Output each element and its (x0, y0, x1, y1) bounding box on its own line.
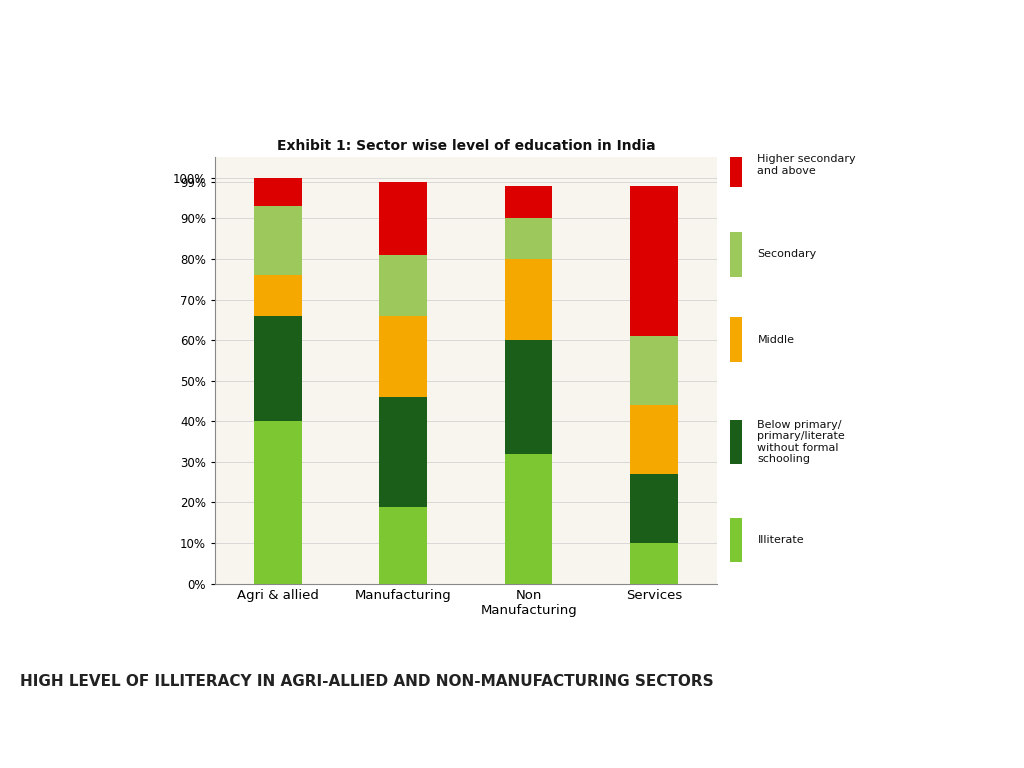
Bar (379, 316, 427, 397)
Bar (730, 419, 742, 465)
Bar (630, 474, 678, 543)
Bar (379, 182, 427, 255)
Bar (630, 336, 678, 405)
Bar (630, 543, 678, 584)
Text: HIGHEST LITERACY LEVEL IN SERVICES SECTOR: HIGHEST LITERACY LEVEL IN SERVICES SECTO… (236, 729, 788, 750)
Bar (254, 177, 302, 206)
Bar (630, 405, 678, 474)
Bar (379, 507, 427, 584)
Bar (379, 397, 427, 507)
Bar (379, 255, 427, 316)
Text: HIGH LEVEL OF ILLITERACY IN AGRI-ALLIED AND NON-MANUFACTURING SECTORS: HIGH LEVEL OF ILLITERACY IN AGRI-ALLIED … (20, 674, 714, 689)
Text: Secondary: Secondary (758, 250, 817, 260)
Bar (505, 259, 553, 340)
Bar (254, 275, 302, 316)
Bar (730, 518, 742, 562)
Text: Below primary/
primary/literate
without formal
schooling: Below primary/ primary/literate without … (758, 419, 845, 465)
Bar (254, 316, 302, 422)
Bar (630, 186, 678, 336)
Text: SECTOR WISE LEVEL OF EDUCATION IN INDIA: SECTOR WISE LEVEL OF EDUCATION IN INDIA (221, 38, 956, 66)
Bar (505, 218, 553, 259)
Text: Higher secondary
and above: Higher secondary and above (758, 154, 856, 176)
Bar (730, 317, 742, 362)
Bar (0, 0, 169, 104)
Bar (730, 232, 742, 276)
Text: Illiterate: Illiterate (758, 535, 804, 545)
Title: Exhibit 1: Sector wise level of education in India: Exhibit 1: Sector wise level of educatio… (276, 140, 655, 154)
Bar (254, 206, 302, 275)
Bar (505, 186, 553, 218)
Bar (505, 340, 553, 454)
Bar (730, 143, 742, 187)
Bar (505, 454, 553, 584)
Bar (254, 422, 302, 584)
Text: Middle: Middle (758, 335, 795, 345)
